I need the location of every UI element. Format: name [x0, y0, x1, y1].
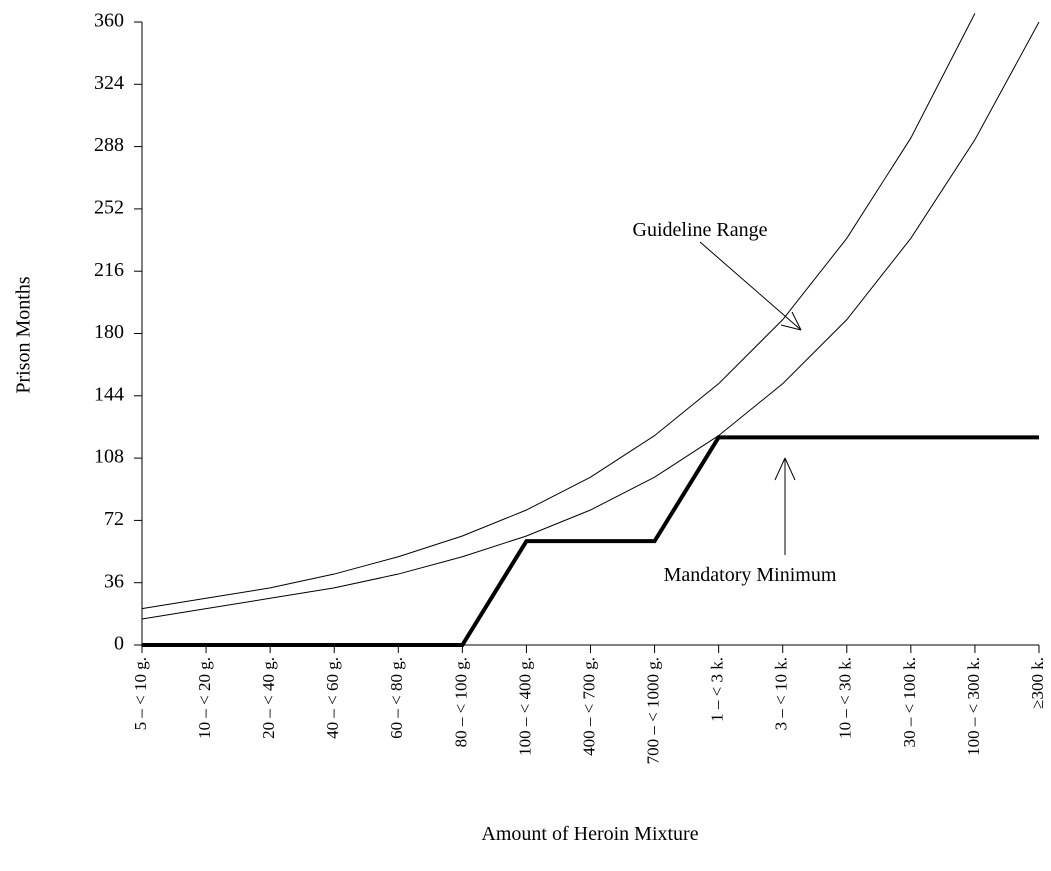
x-tick-label: 20 – < 40 g. [259, 657, 278, 739]
x-tick-label: 400 – < 700 g. [579, 657, 598, 756]
y-tick-label: 252 [94, 196, 124, 218]
y-tick-label: 216 [94, 259, 124, 281]
y-tick-label: 0 [114, 633, 124, 655]
x-tick-label: 100 – < 400 g. [515, 657, 534, 756]
plot-area [141, 13, 1040, 647]
annotation-arrow [699, 241, 802, 331]
x-tick-label: 5 – < 10 g. [131, 657, 150, 730]
x-axis-title: Amount of Heroin Mixture [481, 823, 698, 845]
x-tick-label: 700 – < 1000 g. [643, 657, 662, 764]
x-tick-label: 3 – < 10 k. [772, 657, 791, 730]
x-tick-label: 10 – < 30 k. [836, 657, 855, 739]
x-tick-label: 60 – < 80 g. [387, 657, 406, 739]
y-axis-title: Prison Months [13, 276, 35, 393]
y-tick-label: 72 [104, 508, 124, 530]
annotation-arrow [774, 457, 796, 555]
y-tick-label: 324 [94, 72, 124, 94]
x-tick-label: 40 – < 60 g. [323, 657, 342, 739]
annotation: Guideline Range [633, 219, 768, 241]
y-tick-label: 36 [104, 570, 124, 592]
x-tick-label: 30 – < 100 k. [900, 657, 919, 747]
x-tick-label: ≥300 k. [1028, 657, 1047, 709]
y-tick-label: 288 [94, 134, 124, 156]
x-tick-label: 1 – < 3 k. [708, 657, 727, 722]
y-tick-label: 108 [94, 446, 124, 468]
annotation: Mandatory Minimum [664, 564, 837, 586]
series-line [141, 13, 976, 610]
y-tick-label: 144 [94, 383, 124, 405]
y-tick-label: 360 [94, 10, 124, 32]
x-tick-label: 80 – < 100 g. [451, 657, 470, 747]
y-tick-label: 180 [94, 321, 124, 343]
x-tick-label: 10 – < 20 g. [195, 657, 214, 739]
series-line [142, 435, 1039, 647]
x-tick-label: 100 – < 300 k. [964, 657, 983, 756]
series-line [141, 21, 1040, 620]
